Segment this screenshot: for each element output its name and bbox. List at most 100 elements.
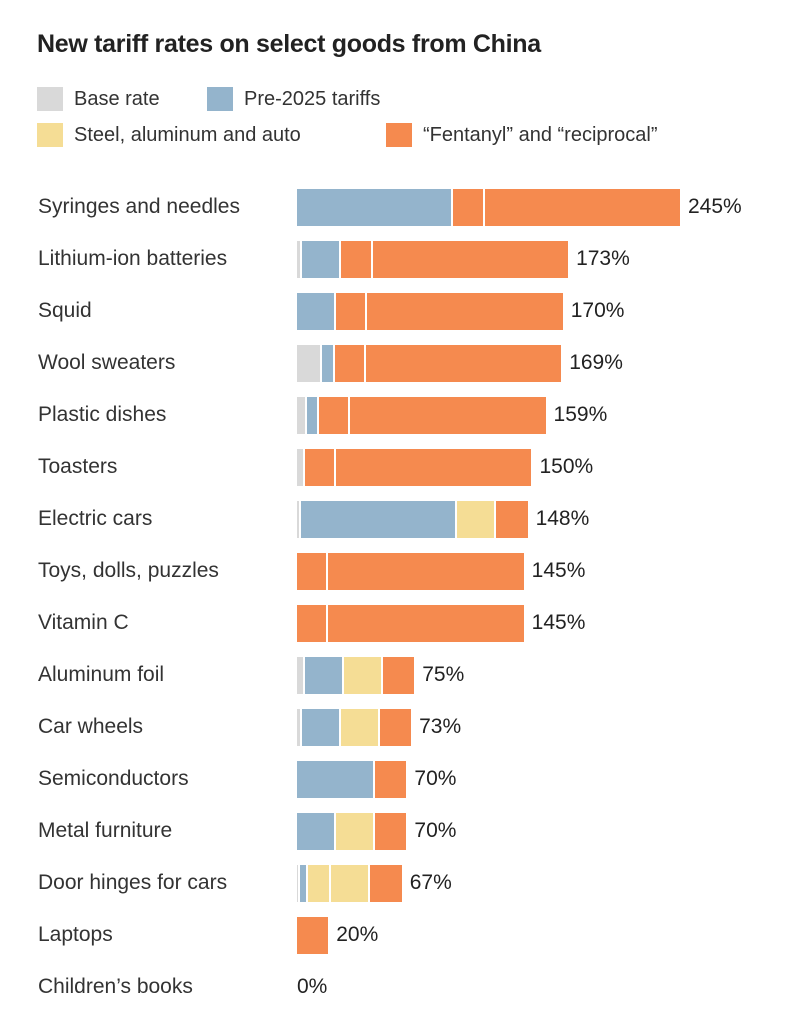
value-label: 145% <box>531 611 586 634</box>
legend-steel: Steel, aluminum and auto <box>37 123 301 147</box>
value-label: 67% <box>409 871 452 894</box>
category-label: Laptops <box>38 923 113 946</box>
bar-segment-steel <box>343 657 383 694</box>
legend-swatch <box>207 87 233 111</box>
bar-segment-fent <box>297 553 329 590</box>
bar-segment-fent <box>484 189 680 226</box>
category-label: Syringes and needles <box>38 195 240 218</box>
bar-row: Electric cars 148% <box>0 501 795 538</box>
bar-segment-base <box>297 865 301 902</box>
bar-row: Semiconductors 70% <box>0 761 795 798</box>
bar-segment-pre <box>297 189 454 226</box>
legend-label: Pre-2025 tariffs <box>244 87 381 110</box>
bar-segment-pre <box>297 293 337 330</box>
bar-segment-base <box>297 709 302 746</box>
stacked-bar <box>297 501 528 538</box>
bar-segment-fent <box>297 917 329 954</box>
value-label: 159% <box>553 403 608 426</box>
stacked-bar <box>297 657 415 694</box>
stacked-bar <box>297 709 412 746</box>
bar-row: Toasters 150% <box>0 449 795 486</box>
value-label: 20% <box>336 923 379 946</box>
bar-segment-fent <box>304 449 337 486</box>
legend-swatch <box>37 123 63 147</box>
value-label: 245% <box>688 195 742 218</box>
bar-segment-steel <box>307 865 332 902</box>
category-label: Wool sweaters <box>38 351 176 374</box>
bar-segment-pre <box>302 241 342 278</box>
bar-segment-pre <box>300 501 458 538</box>
bar-row: Door hinges for cars 67% <box>0 865 795 902</box>
value-label: 148% <box>535 507 590 530</box>
bar-segment-fent <box>341 241 373 278</box>
stacked-bar <box>297 553 524 590</box>
bar-segment-fent <box>365 345 562 382</box>
bar-segment-fent <box>372 241 569 278</box>
value-label: 150% <box>539 455 594 478</box>
bar-row: Vitamin C 145% <box>0 605 795 642</box>
bar-segment-fent <box>336 293 368 330</box>
bar-row: Children’s books 0% <box>0 969 795 1006</box>
value-label: 75% <box>422 663 465 686</box>
value-label: 170% <box>570 299 625 322</box>
stacked-bar <box>297 917 329 954</box>
bar-segment-fent <box>453 189 485 226</box>
legend-pre: Pre-2025 tariffs <box>207 87 380 111</box>
bar-row: Lithium-ion batteries 173% <box>0 241 795 278</box>
bar-segment-base <box>297 657 305 694</box>
category-label: Aluminum foil <box>38 663 165 686</box>
category-label: Squid <box>38 299 92 322</box>
legend-label: Base rate <box>74 87 160 110</box>
category-label: Children’s books <box>38 975 193 998</box>
bar-segment-base <box>297 449 305 486</box>
category-label: Metal furniture <box>38 819 173 842</box>
category-label: Vitamin C <box>38 611 129 634</box>
bar-segment-fent <box>318 397 351 434</box>
bar-segment-fent <box>297 605 329 642</box>
category-label: Toys, dolls, puzzles <box>38 559 219 582</box>
bar-row: Plastic dishes 159% <box>0 397 795 434</box>
legend-fent: “Fentanyl” and “reciprocal” <box>386 123 658 147</box>
value-label: 0% <box>297 975 328 998</box>
bar-segment-pre <box>300 865 308 902</box>
bar-segment-base <box>297 241 303 278</box>
stacked-bar <box>297 865 402 902</box>
category-label: Door hinges for cars <box>38 871 228 894</box>
bar-segment-steel <box>340 709 380 746</box>
bar-segment-fent <box>350 397 546 434</box>
bar-row: Syringes and needles 245% <box>0 189 795 226</box>
stacked-bar <box>297 293 563 330</box>
bar-segment-pre <box>304 657 344 694</box>
bar-segment-steel <box>457 501 497 538</box>
stacked-bar <box>297 761 407 798</box>
legend-base: Base rate <box>37 87 160 111</box>
stacked-bar <box>297 605 524 642</box>
value-label: 70% <box>414 767 457 790</box>
bar-row: Car wheels 73% <box>0 709 795 746</box>
bar-row: Toys, dolls, puzzles 145% <box>0 553 795 590</box>
category-label: Toasters <box>38 455 118 478</box>
value-label: 173% <box>576 247 630 270</box>
bar-row: Metal furniture 70% <box>0 813 795 850</box>
category-label: Semiconductors <box>38 767 189 790</box>
bar-segment-fent <box>336 449 532 486</box>
bar-segment-pre <box>307 397 319 434</box>
stacked-bar <box>297 397 546 434</box>
category-label: Car wheels <box>38 715 144 738</box>
legend-label: “Fentanyl” and “reciprocal” <box>423 123 658 146</box>
bar-row: Aluminum foil 75% <box>0 657 795 694</box>
bar-segment-pre <box>297 813 337 850</box>
stacked-bar <box>297 189 680 226</box>
value-label: 169% <box>569 351 623 374</box>
value-label: 145% <box>531 559 586 582</box>
bar-segment-base <box>297 501 301 538</box>
bar-segment-fent <box>328 605 524 642</box>
value-label: 73% <box>419 715 462 738</box>
stacked-bar <box>297 241 569 278</box>
bar-segment-pre <box>297 761 376 798</box>
bar-row: Laptops 20% <box>0 917 795 954</box>
bar-segment-fent <box>375 761 407 798</box>
bar-segment-fent <box>370 865 402 902</box>
category-label: Plastic dishes <box>38 403 167 426</box>
stacked-bar <box>297 813 407 850</box>
